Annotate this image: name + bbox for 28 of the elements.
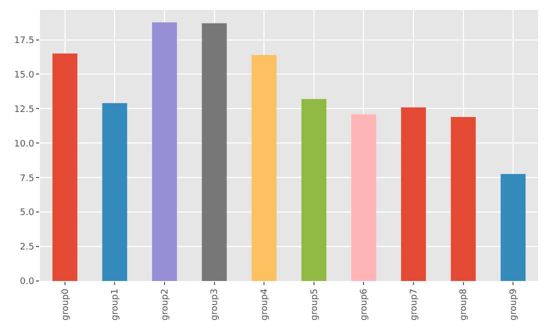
bar: [152, 22, 177, 281]
y-tick-label: 12.5: [14, 104, 34, 115]
x-tick-label: group5: [310, 288, 320, 320]
y-tick-label: 17.5: [14, 36, 34, 46]
x-tick-label: group8: [459, 288, 470, 320]
bar: [450, 116, 476, 281]
bar: [351, 114, 376, 281]
x-tick-label: group9: [509, 288, 520, 320]
bar: [401, 107, 426, 281]
y-tick-label: 10.0: [14, 139, 34, 150]
x-tick-label: group7: [409, 288, 420, 320]
x-tick-label: group4: [260, 288, 270, 320]
x-tick-label: group0: [60, 288, 71, 320]
bar: [102, 103, 128, 281]
x-tick-label: group2: [160, 288, 170, 320]
y-tick-label: 15.0: [14, 70, 34, 80]
bar: [252, 54, 277, 281]
x-tick-label: group3: [210, 288, 220, 320]
y-tick-label: 2.5: [20, 242, 34, 253]
bar: [500, 174, 526, 281]
y-tick-label: 0.0: [20, 277, 34, 288]
y-tick-label: 7.5: [20, 174, 34, 184]
bar: [301, 99, 326, 281]
y-tick-label: 5.0: [20, 208, 34, 218]
x-tick-label: group6: [360, 288, 370, 320]
x-tick-label: group1: [110, 288, 121, 320]
bar: [202, 23, 227, 281]
bar: [52, 54, 78, 281]
